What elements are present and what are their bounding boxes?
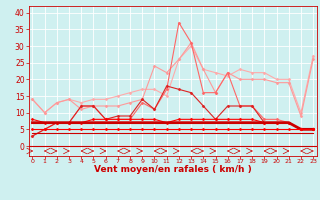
X-axis label: Vent moyen/en rafales ( km/h ): Vent moyen/en rafales ( km/h ) — [94, 165, 252, 174]
